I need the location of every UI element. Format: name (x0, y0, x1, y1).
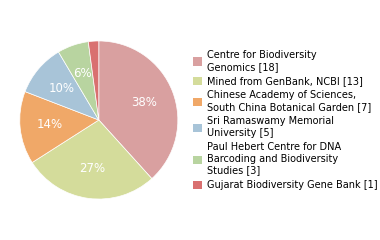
Text: 38%: 38% (131, 96, 157, 109)
Legend: Centre for Biodiversity
Genomics [18], Mined from GenBank, NCBI [13], Chinese Ac: Centre for Biodiversity Genomics [18], M… (193, 50, 378, 190)
Wedge shape (25, 52, 99, 120)
Wedge shape (99, 41, 178, 179)
Wedge shape (32, 120, 152, 199)
Text: 6%: 6% (73, 67, 92, 80)
Wedge shape (59, 42, 99, 120)
Text: 14%: 14% (37, 118, 63, 132)
Text: 27%: 27% (79, 162, 105, 175)
Wedge shape (20, 92, 99, 162)
Text: 10%: 10% (48, 82, 74, 95)
Wedge shape (88, 41, 99, 120)
